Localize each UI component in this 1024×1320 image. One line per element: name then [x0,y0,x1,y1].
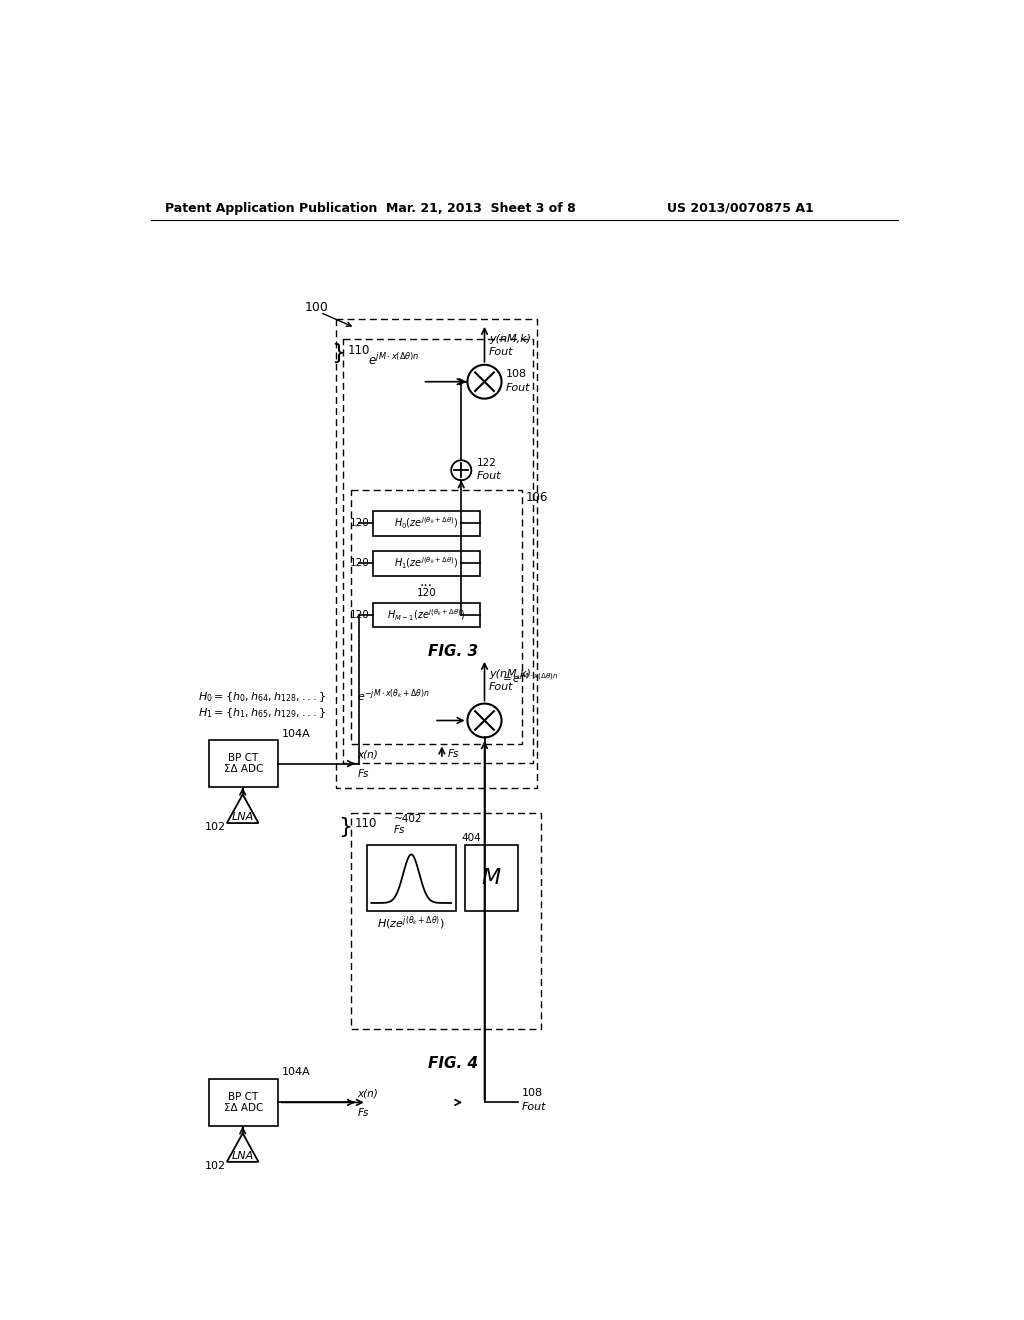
Text: 100: 100 [305,301,329,314]
Text: $H_0 = \{h_0, h_{64}, h_{128}, ...\}$: $H_0 = \{h_0, h_{64}, h_{128}, ...\}$ [198,690,326,705]
Bar [373,603,480,627]
Text: $= e^{jM \cdot x(\Delta\theta)n}$: $= e^{jM \cdot x(\Delta\theta)n}$ [500,672,558,685]
Circle shape [467,704,502,738]
Text: $H_1(ze^{j(\theta_k+\Delta\theta)})$: $H_1(ze^{j(\theta_k+\Delta\theta)})$ [394,556,459,572]
Text: Mar. 21, 2013  Sheet 3 of 8: Mar. 21, 2013 Sheet 3 of 8 [386,202,575,215]
Text: BP CT
ΣΔ ADC: BP CT ΣΔ ADC [224,1092,263,1113]
Bar [351,813,541,1028]
Text: $H(ze^{j(\theta_k+\Delta\theta)})$: $H(ze^{j(\theta_k+\Delta\theta)})$ [378,915,445,932]
Text: $H_0(ze^{j(\theta_k+\Delta\theta)})$: $H_0(ze^{j(\theta_k+\Delta\theta)})$ [394,516,459,531]
Bar [367,845,456,911]
Text: Fout: Fout [477,471,502,482]
Text: }: } [339,817,352,837]
Text: x(n): x(n) [357,750,378,759]
Text: FIG. 4: FIG. 4 [428,1056,478,1071]
Text: LNA: LNA [231,812,254,822]
Bar [465,845,518,911]
Text: y(nM,k): y(nM,k) [489,334,531,345]
Text: Fout: Fout [489,347,514,358]
Bar [209,739,279,788]
Text: 110: 110 [355,817,378,830]
Text: Fout: Fout [521,1102,546,1111]
Text: }: } [331,343,345,363]
Text: $e^{jM \cdot x(\Delta\theta)n}$: $e^{jM \cdot x(\Delta\theta)n}$ [369,352,420,368]
Circle shape [452,461,471,480]
Text: 110: 110 [347,343,370,356]
Text: ~402: ~402 [394,814,422,824]
Bar [351,490,521,743]
Text: 108: 108 [521,1088,543,1098]
Text: Patent Application Publication: Patent Application Publication [165,202,378,215]
Text: 120: 120 [350,519,370,528]
Text: LNA: LNA [231,1151,254,1160]
Bar [336,318,538,788]
Text: $H_{M-1}(ze^{j(\theta_k+\Delta\theta)})$: $H_{M-1}(ze^{j(\theta_k+\Delta\theta)})$ [387,607,466,623]
Text: BP CT
ΣΔ ADC: BP CT ΣΔ ADC [224,752,263,775]
Text: Fout: Fout [506,383,530,393]
Text: 120: 120 [350,610,370,620]
Text: 108: 108 [506,370,527,379]
Text: $e^{-jM \cdot x(\theta_k+\Delta\theta)n}$: $e^{-jM \cdot x(\theta_k+\Delta\theta)n}… [357,688,430,704]
Text: Fout: Fout [489,681,514,692]
Text: M: M [482,869,501,888]
Bar [343,339,534,763]
Polygon shape [227,1133,258,1162]
Text: 102: 102 [205,822,225,832]
Text: 106: 106 [525,491,548,504]
Bar [209,1078,279,1126]
Text: US 2013/0070875 A1: US 2013/0070875 A1 [667,202,814,215]
Text: 102: 102 [205,1160,225,1171]
Text: Fs: Fs [357,1109,369,1118]
Text: 104A: 104A [282,1068,310,1077]
Text: Fs: Fs [394,825,406,834]
Text: FIG. 3: FIG. 3 [428,644,478,659]
Text: x(n): x(n) [357,1088,378,1098]
Text: 120: 120 [417,587,436,598]
Bar [373,511,480,536]
Circle shape [467,364,502,399]
Bar [373,552,480,576]
Text: $H_1 = \{h_1, h_{65}, h_{129}, ...\}$: $H_1 = \{h_1, h_{65}, h_{129}, ...\}$ [198,706,326,719]
Text: Fs: Fs [449,748,460,759]
Text: ...: ... [420,576,433,589]
Text: 122: 122 [477,458,497,467]
Text: y(nM,k): y(nM,k) [489,669,531,680]
Text: Fs: Fs [357,770,369,779]
Text: 404: 404 [461,833,481,842]
Text: 104A: 104A [282,729,310,739]
Polygon shape [227,795,258,824]
Text: 120: 120 [350,558,370,569]
